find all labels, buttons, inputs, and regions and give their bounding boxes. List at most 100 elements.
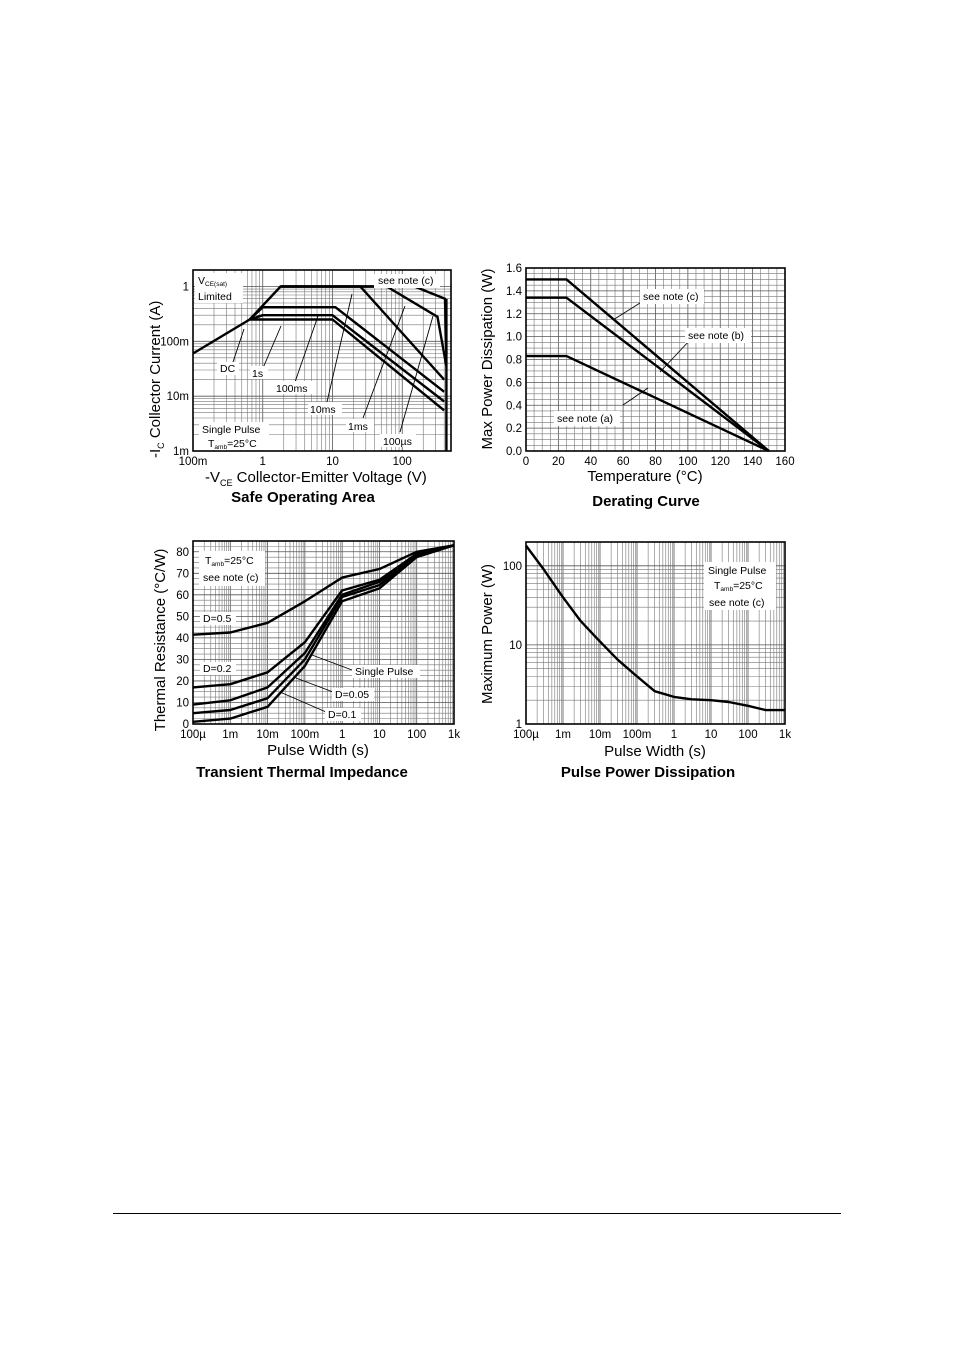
x-axis-label: Temperature (°C) bbox=[587, 468, 702, 485]
x-axis-label: Pulse Width (s) bbox=[267, 742, 369, 759]
y-tick-labels: 1m 10m 100m 1 bbox=[160, 282, 189, 458]
x-tick-label: 10 bbox=[705, 729, 718, 741]
y-tick-label: 50 bbox=[176, 611, 189, 623]
see-note-label: see note (c) bbox=[203, 572, 258, 584]
y-tick-label: 40 bbox=[176, 633, 189, 645]
y-tick-label: 20 bbox=[176, 676, 189, 688]
y-tick-label: 70 bbox=[176, 568, 189, 580]
single-pulse-label: Single Pulse bbox=[355, 666, 414, 678]
x-tick-label: 100 bbox=[738, 729, 757, 741]
y-tick-label: 0.0 bbox=[506, 446, 522, 458]
x-tick-label: 10 bbox=[326, 456, 339, 468]
note-c-label: see note (c) bbox=[643, 291, 698, 303]
x-tick-label: 1m bbox=[555, 729, 571, 741]
1ms-label: 1ms bbox=[348, 421, 368, 433]
y-tick-label: 0.8 bbox=[506, 355, 522, 367]
single-pulse-label: Single Pulse bbox=[202, 424, 261, 436]
1s-label: 1s bbox=[252, 368, 263, 380]
pulse-power-dissipation-chart: Single Pulse Tamb=25°C see note (c) 100µ… bbox=[479, 541, 791, 781]
x-tick-label: 1 bbox=[339, 729, 345, 741]
safe-operating-area-chart: VCE(sat) Limited see note (c) Single Pul… bbox=[147, 269, 452, 506]
chart-title: Safe Operating Area bbox=[231, 489, 375, 506]
see-note-label: see note (c) bbox=[378, 275, 433, 287]
y-tick-label: 0 bbox=[183, 719, 189, 731]
x-axis-label: Pulse Width (s) bbox=[604, 743, 706, 760]
y-tick-label: 0.4 bbox=[506, 400, 523, 412]
y-tick-label: 1 bbox=[183, 282, 189, 294]
d02-label: D=0.2 bbox=[203, 663, 231, 675]
chart-title: Transient Thermal Impedance bbox=[196, 764, 408, 781]
d05-label: D=0.5 bbox=[203, 613, 231, 625]
y-tick-label: 10m bbox=[167, 391, 189, 403]
series-line-d-0-5 bbox=[192, 544, 455, 636]
x-tick-labels: 100µ 1m 10m 100m 1 10 100 1k bbox=[513, 729, 791, 741]
x-tick-label: 100 bbox=[678, 456, 697, 468]
x-tick-label: 100 bbox=[407, 729, 426, 741]
x-tick-labels: 100m 1 10 100 bbox=[179, 456, 412, 468]
x-tick-label: 100µ bbox=[513, 729, 539, 741]
x-tick-label: 1m bbox=[222, 729, 238, 741]
y-tick-label: 1.2 bbox=[506, 309, 522, 321]
derating-curves bbox=[526, 278, 770, 453]
y-axis-label: -IC Collector Current (A) bbox=[147, 301, 166, 458]
x-tick-label: 100m bbox=[179, 456, 208, 468]
x-tick-labels: 0 20 40 60 80 100 120 140 160 bbox=[523, 456, 795, 468]
y-tick-label: 1.4 bbox=[506, 286, 523, 298]
series-line-see-note-c- bbox=[526, 278, 770, 452]
curve-annotations: see note (c) see note (b) see note (a) bbox=[554, 289, 751, 426]
vce-sat-label: VCE(sat) bbox=[198, 275, 227, 288]
series-line-1s bbox=[249, 314, 445, 403]
dc-label: DC bbox=[220, 363, 236, 375]
chart-title: Pulse Power Dissipation bbox=[561, 764, 735, 781]
y-tick-labels: 1 10 100 bbox=[503, 561, 522, 731]
y-tick-label: 30 bbox=[176, 654, 189, 666]
x-tick-label: 100m bbox=[623, 729, 652, 741]
series-line-single-pulse bbox=[525, 544, 785, 712]
y-tick-label: 60 bbox=[176, 590, 189, 602]
tamb-label: Tamb=25°C bbox=[714, 580, 763, 593]
y-axis-label: Maximum Power (W) bbox=[479, 564, 496, 704]
note-b-label: see note (b) bbox=[688, 330, 744, 342]
y-tick-label: 0.6 bbox=[506, 377, 522, 389]
note-a-label: see note (a) bbox=[557, 413, 613, 425]
x-tick-label: 40 bbox=[584, 456, 597, 468]
tamb-label: Tamb=25°C bbox=[205, 555, 254, 568]
x-tick-label: 120 bbox=[711, 456, 730, 468]
d005-label: D=0.05 bbox=[335, 689, 369, 701]
x-tick-label: 100m bbox=[290, 729, 319, 741]
curve-annotations: Tamb=25°C see note (c) D=0.5 D=0.2 Singl… bbox=[199, 551, 420, 721]
y-tick-label: 10 bbox=[509, 640, 522, 652]
x-tick-label: 60 bbox=[617, 456, 630, 468]
chart-title: Derating Curve bbox=[592, 493, 700, 510]
see-note-label: see note (c) bbox=[709, 597, 764, 609]
derating-curve-chart: see note (c) see note (b) see note (a) 0… bbox=[479, 263, 795, 510]
curve-annotations: VCE(sat) Limited see note (c) Single Pul… bbox=[195, 273, 440, 451]
x-tick-label: 20 bbox=[552, 456, 565, 468]
y-tick-label: 1.6 bbox=[506, 263, 522, 275]
x-tick-label: 10m bbox=[256, 729, 278, 741]
y-tick-label: 1.0 bbox=[506, 332, 522, 344]
x-tick-label: 10m bbox=[589, 729, 611, 741]
tamb-label: Tamb=25°C bbox=[208, 438, 257, 451]
x-tick-label: 100 bbox=[393, 456, 412, 468]
d01-label: D=0.1 bbox=[328, 709, 356, 721]
y-tick-label: 80 bbox=[176, 547, 189, 559]
footer-rule bbox=[113, 1213, 841, 1214]
y-axis-label: Max Power Dissipation (W) bbox=[479, 269, 496, 450]
x-tick-label: 1k bbox=[779, 729, 791, 741]
y-tick-label: 1m bbox=[173, 446, 189, 458]
y-tick-labels: 0.0 0.2 0.4 0.6 0.8 1.0 1.2 1.4 1.6 bbox=[506, 263, 523, 458]
100ms-label: 100ms bbox=[276, 383, 308, 395]
y-tick-label: 100m bbox=[160, 336, 189, 348]
impedance-curves bbox=[192, 544, 455, 723]
series-line-dc bbox=[192, 318, 445, 412]
x-tick-label: 1 bbox=[671, 729, 677, 741]
y-tick-label: 10 bbox=[176, 697, 189, 709]
y-tick-label: 1 bbox=[516, 719, 522, 731]
x-tick-label: 160 bbox=[775, 456, 794, 468]
limited-label: Limited bbox=[198, 291, 232, 303]
x-tick-label: 80 bbox=[649, 456, 662, 468]
series-line-see-note-b- bbox=[526, 296, 770, 452]
power-curve bbox=[525, 544, 785, 712]
